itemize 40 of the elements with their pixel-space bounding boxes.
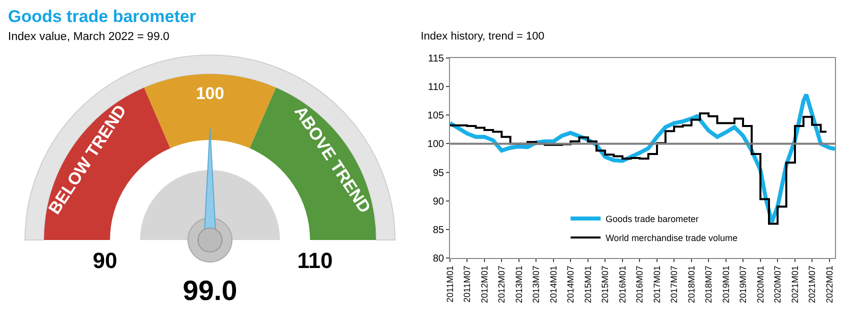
- y-tick-label: 115: [428, 54, 444, 64]
- legend-label: World merchandise trade volume: [606, 233, 738, 244]
- x-tick-label: 2021M01: [790, 266, 800, 304]
- text: 99.0: [182, 275, 238, 306]
- x-tick-label: 2015M01: [582, 266, 593, 304]
- x-tick-label: 2013M07: [531, 266, 542, 304]
- y-tick-label: 105: [427, 110, 444, 122]
- x-tick-label: 2020M01: [755, 266, 766, 304]
- legend-label: Goods trade barometer: [606, 214, 699, 224]
- x-tick-label: 2020M07: [772, 266, 783, 304]
- x-tick-label: 2018M07: [703, 266, 714, 304]
- x-tick-label: 2013M01: [514, 266, 524, 304]
- slice-label: 100: [196, 84, 224, 104]
- x-tick-label: 2019M01: [720, 266, 731, 304]
- x-tick-label: 2011M07: [462, 266, 472, 302]
- y-tick-label: 110: [428, 82, 444, 94]
- x-tick-label: 2017M07: [669, 266, 680, 304]
- x-tick-label: 2019M07: [738, 266, 748, 304]
- y-tick-label: 95: [432, 168, 444, 179]
- x-tick-label: 2012M07: [496, 266, 507, 304]
- x-tick-label: 2015M07: [600, 266, 610, 304]
- y-tick-label: 80: [432, 254, 444, 264]
- y-tick-label: 100: [427, 139, 444, 150]
- chart-title: Goods trade barometer: [8, 7, 196, 26]
- x-tick-label: 2021M07: [806, 266, 817, 304]
- chart-title: Index history, trend = 100: [420, 30, 544, 43]
- text: 90: [92, 248, 118, 273]
- x-tick-label: 2012M01: [479, 266, 490, 304]
- x-tick-label: 2011M01: [444, 266, 455, 302]
- x-tick-label: 2016M01: [617, 266, 628, 304]
- x-tick-label: 2018M01: [686, 266, 696, 304]
- chart-subtitle: Index value, March 2022 = 99.0: [8, 31, 170, 43]
- y-tick-label: 85: [432, 224, 444, 236]
- x-tick-label: 2014M01: [548, 266, 558, 304]
- x-tick-label: 2022M01: [824, 266, 834, 304]
- x-tick-label: 2016M07: [634, 266, 645, 304]
- y-tick-label: 90: [432, 196, 444, 208]
- x-tick-label: 2017M01: [652, 266, 662, 304]
- text: 110: [297, 248, 333, 273]
- x-tick-label: 2014M07: [566, 266, 576, 304]
